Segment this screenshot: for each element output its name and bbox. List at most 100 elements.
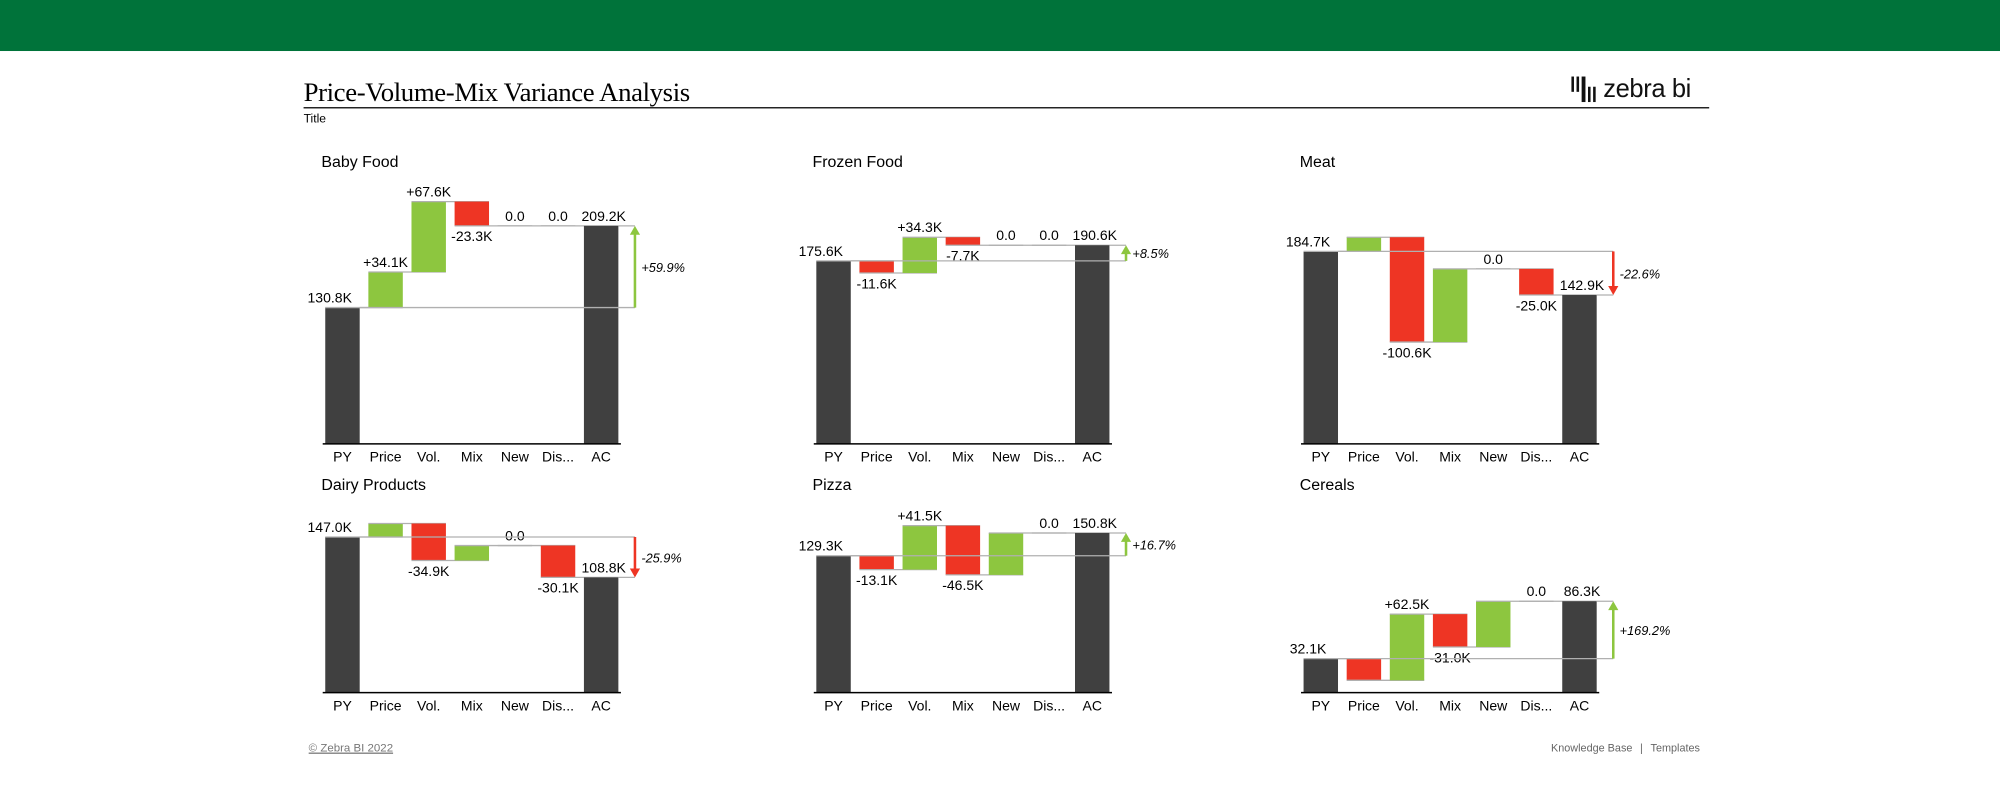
category-label: Vol. bbox=[908, 697, 931, 713]
data-label: -13.1K bbox=[856, 572, 898, 588]
waterfall-svg: Meat 184.7K PY Price -100.6K Vol. Mix 0.0 New -25… bbox=[1286, 154, 1660, 465]
category-label: Mix bbox=[1439, 697, 1461, 713]
category-label: Mix bbox=[461, 449, 483, 465]
data-label: 0.0 bbox=[996, 227, 1016, 243]
data-label: 142.9K bbox=[1560, 277, 1605, 293]
negative-variance-bar bbox=[859, 555, 894, 570]
category-label: Mix bbox=[952, 449, 974, 465]
arrow-up-icon bbox=[1608, 601, 1619, 611]
chart-title: Frozen Food bbox=[812, 154, 902, 171]
waterfall-svg: Frozen Food 175.6K PY -11.6K Price +34.3K Vol.… bbox=[799, 154, 1169, 465]
positive-variance-bar bbox=[454, 545, 490, 561]
data-label: 32.1K bbox=[1290, 641, 1327, 657]
data-label: 108.8K bbox=[581, 559, 626, 575]
zebra-bi-logo: zebra bi bbox=[1571, 76, 1691, 102]
variance-percent-label: +169.2% bbox=[1620, 623, 1671, 638]
data-label: 190.6K bbox=[1073, 227, 1118, 243]
data-label: 184.7K bbox=[1286, 233, 1331, 249]
arrow-up-icon bbox=[629, 225, 641, 235]
category-label: PY bbox=[333, 449, 352, 465]
copyright-link[interactable]: © Zebra BI 2022 bbox=[308, 741, 394, 754]
variance-percent-label: +59.9% bbox=[641, 260, 685, 275]
chart-frozen-food: Frozen Food 175.6K PY -11.6K Price +34.3K Vol.… bbox=[797, 147, 1205, 466]
title-divider bbox=[303, 107, 1710, 109]
waterfall-svg: Pizza 129.3K PY -13.1K Price +41.5K Vol. -46.5K… bbox=[799, 477, 1176, 714]
negative-variance-bar bbox=[411, 523, 446, 561]
category-label: Price bbox=[1348, 697, 1380, 713]
category-label: Dis... bbox=[1520, 449, 1552, 465]
chart-meat: Meat 184.7K PY Price -100.6K Vol. Mix 0.0 New -25… bbox=[1284, 147, 1692, 466]
category-label: AC bbox=[1082, 449, 1101, 465]
arrow-up-icon bbox=[1120, 532, 1132, 542]
category-label: PY bbox=[1311, 449, 1330, 465]
negative-variance-bar bbox=[859, 260, 894, 273]
brand-bar bbox=[0, 0, 2000, 52]
total-bar bbox=[583, 225, 619, 444]
category-label: Price bbox=[861, 697, 893, 713]
category-label: New bbox=[992, 697, 1021, 713]
data-label: 175.6K bbox=[799, 243, 844, 259]
data-label: 0.0 bbox=[505, 208, 525, 224]
data-label: 0.0 bbox=[505, 527, 525, 543]
positive-variance-bar bbox=[902, 525, 937, 570]
negative-variance-bar bbox=[945, 237, 981, 246]
data-label: +67.6K bbox=[406, 183, 451, 199]
arrow-down-icon bbox=[1608, 286, 1619, 295]
category-label: Mix bbox=[461, 697, 483, 713]
data-label: 150.8K bbox=[1073, 515, 1118, 531]
waterfall-svg: Baby Food 130.8K PY +34.1K Price +67.6K Vol. -2… bbox=[308, 154, 685, 465]
category-label: PY bbox=[824, 449, 843, 465]
data-label: +34.1K bbox=[363, 254, 408, 270]
knowledge-base-link[interactable]: Knowledge Base bbox=[1551, 741, 1633, 754]
chart-dairy-products: Dairy Products 147.0K PY Price -34.9K Vol. Mix… bbox=[306, 469, 714, 788]
positive-variance-bar bbox=[368, 523, 403, 537]
category-label: PY bbox=[333, 697, 352, 713]
negative-variance-bar bbox=[1432, 614, 1468, 647]
data-label: -34.9K bbox=[408, 563, 450, 579]
positive-variance-bar bbox=[368, 272, 403, 308]
templates-link[interactable]: Templates bbox=[1650, 741, 1700, 754]
category-label: PY bbox=[1311, 697, 1330, 713]
category-label: New bbox=[1479, 449, 1508, 465]
category-label: Price bbox=[861, 449, 893, 465]
total-bar bbox=[1562, 294, 1597, 444]
arrow-up-icon bbox=[1120, 245, 1132, 255]
data-label: 209.2K bbox=[581, 208, 626, 224]
footer-links: Knowledge Base | Templates bbox=[1547, 741, 1704, 754]
category-label: AC bbox=[1570, 449, 1589, 465]
category-label: Dis... bbox=[1520, 697, 1552, 713]
page-subtitle: Title bbox=[303, 112, 327, 127]
positive-variance-bar bbox=[1346, 237, 1382, 252]
category-label: Vol. bbox=[1395, 697, 1418, 713]
data-label: +34.3K bbox=[897, 219, 942, 235]
negative-variance-bar bbox=[454, 201, 490, 226]
negative-variance-bar bbox=[1346, 658, 1382, 681]
total-bar bbox=[325, 307, 360, 444]
data-label: 147.0K bbox=[308, 519, 353, 535]
positive-variance-bar bbox=[988, 532, 1024, 575]
category-label: Dis... bbox=[1033, 449, 1065, 465]
category-label: Vol. bbox=[1395, 449, 1418, 465]
data-label: 130.8K bbox=[308, 289, 353, 305]
positive-variance-bar bbox=[411, 201, 446, 273]
negative-variance-bar bbox=[1389, 237, 1425, 343]
chart-title: Cereals bbox=[1300, 477, 1355, 494]
category-label: Price bbox=[370, 697, 402, 713]
category-label: Price bbox=[370, 449, 402, 465]
total-bar bbox=[1074, 532, 1110, 693]
category-label: New bbox=[992, 449, 1021, 465]
data-label: 0.0 bbox=[1483, 251, 1503, 267]
category-label: Vol. bbox=[908, 449, 931, 465]
negative-variance-bar bbox=[540, 545, 576, 578]
data-label: 129.3K bbox=[799, 538, 844, 554]
variance-percent-label: +16.7% bbox=[1132, 537, 1176, 552]
data-label: 0.0 bbox=[1039, 227, 1059, 243]
positive-variance-bar bbox=[902, 237, 937, 273]
chart-title: Baby Food bbox=[321, 154, 398, 171]
data-label: -7.7K bbox=[946, 248, 980, 264]
category-label: AC bbox=[1082, 697, 1101, 713]
footer-separator: | bbox=[1640, 741, 1643, 754]
data-label: +62.5K bbox=[1385, 596, 1430, 612]
category-label: PY bbox=[824, 697, 843, 713]
total-bar bbox=[816, 260, 851, 444]
